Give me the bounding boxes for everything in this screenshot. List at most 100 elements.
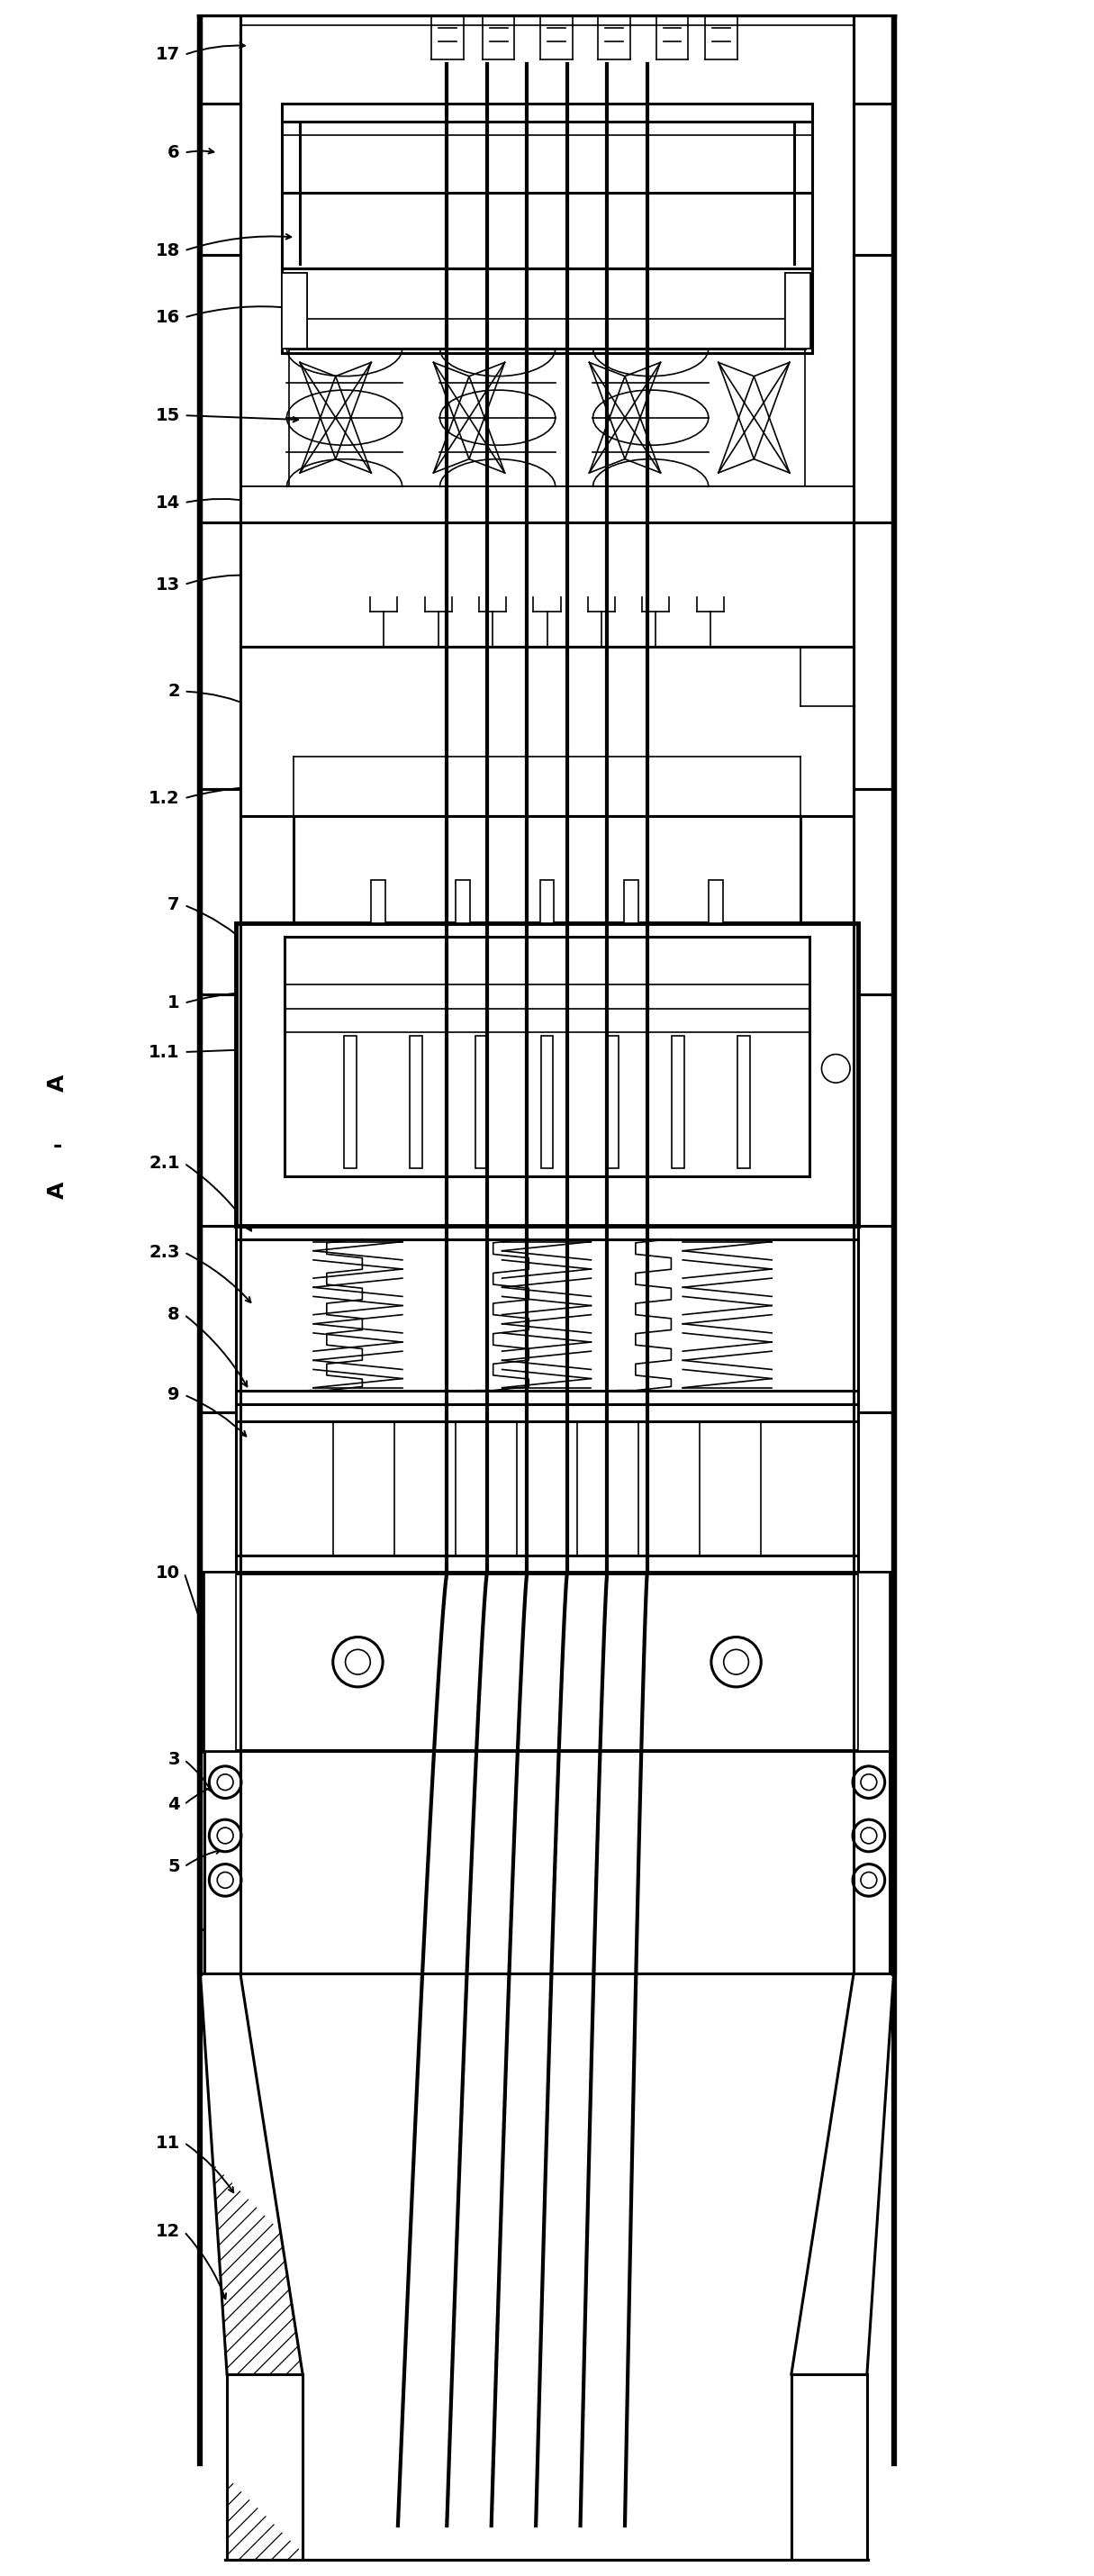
Circle shape [861,1873,876,1888]
Circle shape [218,1775,233,1790]
Text: 3: 3 [167,1752,179,1770]
Circle shape [218,1826,233,1844]
Polygon shape [200,788,241,994]
Text: 14: 14 [155,495,179,510]
Circle shape [861,1775,876,1790]
Bar [236,922,858,1226]
Polygon shape [200,1226,241,1412]
Text: A: A [47,1182,69,1198]
Bar [329,523,765,572]
Bar [606,1036,619,1167]
Polygon shape [853,1226,894,1412]
Bar [371,881,385,922]
Bar [205,1574,889,1752]
Text: 11: 11 [155,2136,179,2151]
Text: 2: 2 [167,683,179,701]
Text: 1.2: 1.2 [149,791,179,806]
Polygon shape [294,817,800,922]
Polygon shape [200,1752,241,1929]
Bar [236,1226,858,1404]
Text: -: - [54,1133,62,1157]
Polygon shape [241,647,853,817]
Polygon shape [853,103,894,255]
Text: A: A [47,1074,69,1092]
Bar [282,103,304,268]
Bar [241,647,853,817]
Circle shape [711,1636,761,1687]
Text: 6: 6 [167,144,179,162]
Text: 9: 9 [167,1386,179,1404]
Polygon shape [853,523,894,788]
Polygon shape [853,788,894,994]
Bar [284,935,810,1177]
Bar [672,1036,685,1167]
Polygon shape [853,1752,894,1929]
Bar [282,103,812,268]
Polygon shape [205,1574,236,1752]
Circle shape [218,1873,233,1888]
Circle shape [852,1865,885,1896]
Bar [539,881,555,922]
Polygon shape [765,523,853,647]
Circle shape [209,1819,242,1852]
Bar [455,881,469,922]
Circle shape [209,1865,242,1896]
Bar [282,268,812,353]
Polygon shape [200,103,241,255]
Bar [345,1036,357,1167]
Text: 2.3: 2.3 [149,1244,179,1260]
Circle shape [822,1054,850,1082]
Bar [236,1404,858,1574]
Bar [409,1036,422,1167]
Polygon shape [853,1412,894,1574]
Bar [282,273,307,348]
Polygon shape [241,523,329,647]
Bar [475,1036,488,1167]
Bar [205,1574,236,1752]
Polygon shape [200,1973,303,2375]
Polygon shape [200,1574,241,1752]
Bar [294,817,800,922]
Polygon shape [858,1574,889,1752]
Polygon shape [790,103,812,268]
Text: 2.1: 2.1 [149,1154,179,1172]
Polygon shape [200,1412,241,1574]
Text: 16: 16 [155,309,179,327]
Text: 7: 7 [167,896,179,914]
Polygon shape [236,922,858,1226]
Text: 5: 5 [167,1857,179,1875]
Bar [858,1574,889,1752]
Text: 10: 10 [155,1564,179,1582]
Text: 12: 12 [155,2223,179,2241]
Circle shape [346,1649,370,1674]
Polygon shape [791,2375,868,2561]
Text: 1: 1 [167,994,179,1012]
Polygon shape [329,523,765,572]
Text: 18: 18 [155,242,179,260]
Text: 8: 8 [167,1306,179,1324]
Polygon shape [282,103,304,268]
Text: 15: 15 [155,407,179,425]
Text: 4: 4 [167,1795,179,1814]
Circle shape [852,1767,885,1798]
Polygon shape [791,1973,894,2375]
Bar [241,487,853,523]
Polygon shape [241,487,853,523]
Polygon shape [200,255,241,523]
Polygon shape [853,15,894,103]
Polygon shape [282,273,307,348]
Text: 13: 13 [155,577,179,592]
Polygon shape [853,255,894,523]
Bar [241,523,329,647]
Bar [205,1752,889,1973]
Bar [790,103,812,268]
Polygon shape [853,994,894,1226]
Bar [785,273,810,348]
Circle shape [861,1826,876,1844]
Bar [540,1036,554,1167]
Polygon shape [200,523,241,788]
Polygon shape [785,273,810,348]
Circle shape [333,1636,383,1687]
Polygon shape [853,1574,894,1752]
Bar [241,523,853,647]
